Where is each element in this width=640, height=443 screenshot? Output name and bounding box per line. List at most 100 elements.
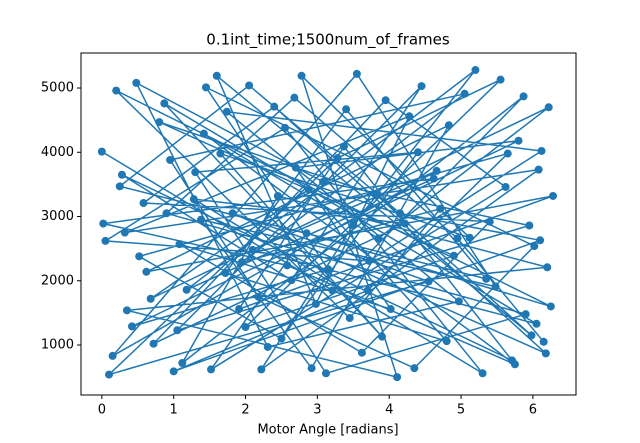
point xyxy=(378,332,387,341)
point xyxy=(339,142,348,151)
point xyxy=(189,195,198,204)
point xyxy=(169,367,178,376)
point xyxy=(212,71,221,80)
point xyxy=(139,199,148,208)
point xyxy=(424,277,433,286)
y-tick-label: 3000 xyxy=(41,209,74,224)
point xyxy=(503,149,512,158)
point xyxy=(372,190,381,199)
point xyxy=(460,89,469,98)
point xyxy=(536,236,545,245)
point xyxy=(277,334,286,343)
point xyxy=(108,351,117,360)
point xyxy=(142,267,151,276)
point xyxy=(432,166,441,175)
x-tick-label: 0 xyxy=(98,403,106,418)
point xyxy=(539,337,548,346)
point xyxy=(199,129,208,138)
point xyxy=(207,365,216,374)
series-line xyxy=(101,69,554,379)
point xyxy=(202,83,211,92)
point xyxy=(222,107,231,116)
point xyxy=(449,251,458,260)
point xyxy=(273,191,282,200)
point xyxy=(532,319,541,328)
point xyxy=(132,78,141,87)
point xyxy=(363,286,372,295)
point xyxy=(135,252,144,261)
point xyxy=(155,118,164,127)
point xyxy=(442,337,451,346)
point xyxy=(410,364,419,373)
point xyxy=(115,182,124,191)
point xyxy=(530,242,539,251)
point xyxy=(549,191,558,200)
point xyxy=(101,236,110,245)
point xyxy=(541,349,550,358)
point xyxy=(519,92,528,101)
point xyxy=(221,269,230,278)
point xyxy=(182,285,191,294)
point xyxy=(527,331,536,340)
point xyxy=(281,123,290,132)
point xyxy=(413,148,422,157)
point xyxy=(178,359,187,368)
point xyxy=(328,286,337,295)
point xyxy=(160,99,169,108)
point xyxy=(196,215,205,224)
point xyxy=(263,342,272,351)
point xyxy=(496,75,505,84)
point xyxy=(297,71,306,80)
x-tick-label: 1 xyxy=(170,403,178,418)
point xyxy=(386,305,395,314)
y-tick-label: 4000 xyxy=(41,145,74,160)
x-tick-label: 2 xyxy=(241,403,249,418)
point xyxy=(537,146,546,155)
point xyxy=(254,292,263,301)
point xyxy=(543,263,552,272)
point xyxy=(241,323,250,332)
point xyxy=(544,103,553,112)
point xyxy=(471,66,480,75)
x-tick-label: 3 xyxy=(313,403,321,418)
point xyxy=(97,147,106,156)
point xyxy=(501,182,510,191)
x-tick-label: 5 xyxy=(457,403,465,418)
point xyxy=(146,294,155,303)
point xyxy=(283,261,292,270)
point xyxy=(349,220,358,229)
point xyxy=(112,86,121,95)
point xyxy=(478,369,487,378)
point xyxy=(401,219,410,228)
point xyxy=(345,314,354,323)
x-tick-label: 6 xyxy=(529,403,537,418)
point xyxy=(235,305,244,314)
point xyxy=(405,112,414,121)
point xyxy=(99,219,108,228)
point xyxy=(270,102,279,111)
point xyxy=(216,149,225,158)
point xyxy=(436,204,445,213)
y-tick-label: 5000 xyxy=(41,81,74,96)
point xyxy=(525,221,534,230)
point xyxy=(304,185,313,194)
point xyxy=(333,154,342,163)
point xyxy=(342,105,351,114)
point xyxy=(302,229,311,238)
point xyxy=(453,234,462,243)
point xyxy=(482,274,491,283)
point xyxy=(465,233,474,242)
point xyxy=(120,228,129,237)
point xyxy=(521,310,530,319)
point xyxy=(393,373,402,382)
plot-frame xyxy=(80,52,577,396)
point xyxy=(352,69,361,78)
point xyxy=(510,360,519,369)
point xyxy=(228,209,237,218)
point xyxy=(357,348,366,357)
point xyxy=(381,96,390,105)
point xyxy=(290,93,299,102)
point xyxy=(105,370,114,379)
point xyxy=(514,136,523,145)
point xyxy=(454,297,463,306)
